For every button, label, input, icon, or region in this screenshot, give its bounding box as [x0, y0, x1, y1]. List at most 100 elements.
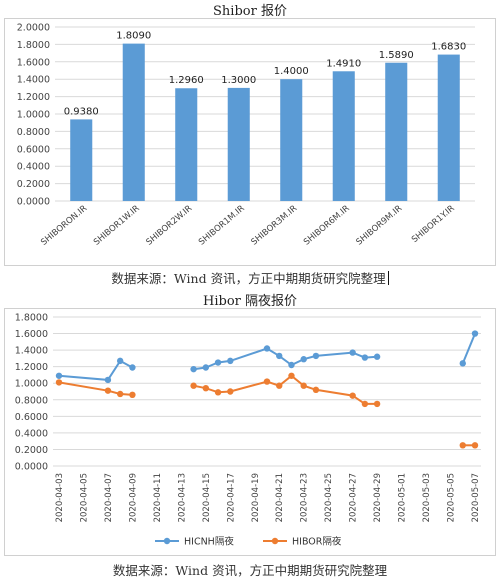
- data-point: [104, 376, 112, 384]
- data-point: [227, 357, 234, 365]
- text-cursor: [387, 271, 389, 285]
- hibor-line-chart: 0.0000 0.2000 0.4000 0.6000 0.8000 1.0000 1.20…: [4, 308, 496, 556]
- y-tick-label: 1.6000: [15, 329, 48, 340]
- x-tick-label: 2020-04-25: [324, 473, 334, 522]
- bar-value-label: 0.9380: [64, 106, 99, 117]
- y-tick-label: 0.0000: [17, 197, 50, 208]
- y-tick-label: 0.0000: [15, 462, 48, 473]
- y-tick-label: 1.2000: [15, 362, 48, 373]
- data-point: [263, 378, 271, 385]
- legend-marker: [163, 537, 171, 545]
- x-tick-label: SHIBOR9M.IR: [355, 204, 405, 248]
- line-chart-source-note: 数据来源：Wind 资讯，方正中期期货研究院整理: [112, 563, 388, 578]
- y-tick-label: 1.0000: [15, 379, 48, 390]
- data-point: [471, 330, 479, 337]
- data-point: [471, 442, 479, 449]
- y-tick-label: 1.2000: [17, 92, 50, 103]
- y-tick-label: 0.8000: [17, 127, 50, 138]
- x-tick-label: SHIBOR1Y.IR: [410, 204, 457, 246]
- y-tick-label: 0.6000: [15, 412, 48, 423]
- data-point: [288, 361, 295, 369]
- data-point: [361, 354, 369, 361]
- data-point: [55, 379, 63, 386]
- legend-label: HICNH隔夜: [184, 536, 234, 548]
- x-tick-label: 2020-04-09: [128, 473, 138, 522]
- series-line: [58, 359, 133, 381]
- bar-value-label: 1.8090: [116, 31, 151, 42]
- data-point: [373, 400, 381, 408]
- data-point: [361, 400, 369, 408]
- data-point: [349, 349, 356, 356]
- data-point: [312, 352, 320, 360]
- bar: [332, 71, 355, 201]
- data-point: [312, 386, 320, 394]
- data-point: [300, 382, 307, 389]
- x-tick-label: 2020-04-03: [55, 473, 65, 522]
- bar-chart-source-note: 数据来源：Wind 资讯，方正中期期货研究院整理: [0, 268, 500, 287]
- data-point: [300, 356, 307, 363]
- legend-marker: [271, 537, 279, 545]
- legend-label: HIBOR隔夜: [292, 536, 342, 548]
- x-tick-label: SHIBOR3M.IR: [250, 204, 300, 248]
- data-point: [129, 391, 136, 399]
- y-tick-label: 1.8000: [17, 40, 50, 51]
- x-tick-label: SHIBOR1W.IR: [92, 204, 142, 248]
- data-point: [214, 389, 222, 396]
- bar-value-label: 1.6830: [431, 42, 466, 53]
- x-tick-label: 2020-04-11: [153, 473, 163, 522]
- data-point: [202, 364, 210, 371]
- x-tick-label: SHIBOR1M.IR: [197, 204, 247, 248]
- shibor-bar-chart: 0.0000 0.2000 0.4000 0.6000 0.8000 1.0000 1.20…: [4, 18, 496, 266]
- series-line: [461, 333, 476, 364]
- x-tick-label: 2020-04-27: [349, 473, 359, 522]
- x-tick-label: SHIBOR6M.IR: [302, 204, 352, 248]
- x-tick-label: 2020-04-13: [177, 473, 187, 522]
- x-tick-label: 2020-04-17: [226, 473, 236, 522]
- x-tick-label: 2020-04-21: [275, 473, 285, 522]
- y-tick-label: 0.2000: [15, 445, 48, 456]
- y-tick-label: 0.4000: [15, 428, 48, 439]
- series-line: [193, 347, 378, 371]
- x-tick-label: 2020-05-03: [422, 473, 432, 522]
- y-tick-label: 1.6000: [17, 57, 50, 68]
- x-tick-label: SHIBOR2W.IR: [144, 204, 194, 248]
- data-point: [202, 384, 210, 392]
- x-tick-label: 2020-05-07: [471, 473, 481, 522]
- data-point: [263, 345, 271, 352]
- data-point: [373, 353, 381, 360]
- x-tick-label: 2020-05-01: [398, 473, 408, 522]
- data-point: [55, 372, 63, 379]
- data-point: [276, 382, 283, 389]
- x-tick-label: SHIBORON.IR: [39, 204, 89, 248]
- bar-value-label: 1.2960: [169, 75, 204, 86]
- bar: [70, 119, 93, 201]
- shibor-bar-svg: 0.0000 0.2000 0.4000 0.6000 0.8000 1.0000 1.20…: [17, 23, 475, 248]
- x-tick-label: 2020-04-15: [202, 473, 212, 522]
- y-tick-label: 0.4000: [17, 162, 50, 173]
- y-tick-label: 1.4000: [17, 75, 50, 86]
- bar: [175, 88, 198, 201]
- data-point: [459, 442, 466, 449]
- bar: [122, 43, 145, 201]
- data-point: [190, 365, 197, 373]
- hibor-line-svg: 0.0000 0.2000 0.4000 0.6000 0.8000 1.0000 1.20…: [15, 313, 481, 548]
- series-line: [58, 381, 133, 396]
- y-tick-label: 1.4000: [15, 346, 48, 357]
- y-tick-label: 2.0000: [17, 23, 50, 34]
- data-point: [214, 359, 222, 366]
- x-tick-label: 2020-05-05: [447, 473, 457, 522]
- y-tick-label: 0.6000: [17, 144, 50, 155]
- bar: [385, 62, 408, 201]
- x-tick-label: 2020-04-07: [104, 473, 114, 522]
- x-tick-label: 2020-04-19: [251, 473, 261, 522]
- bar: [437, 54, 460, 202]
- x-tick-label: 2020-04-29: [373, 473, 383, 522]
- data-point: [349, 392, 356, 399]
- data-point: [190, 382, 197, 389]
- data-point: [129, 364, 136, 371]
- x-tick-label: 2020-04-23: [300, 473, 310, 522]
- y-tick-label: 1.8000: [15, 313, 48, 324]
- bar: [280, 79, 303, 201]
- y-tick-label: 0.8000: [15, 395, 48, 406]
- data-point: [116, 390, 124, 398]
